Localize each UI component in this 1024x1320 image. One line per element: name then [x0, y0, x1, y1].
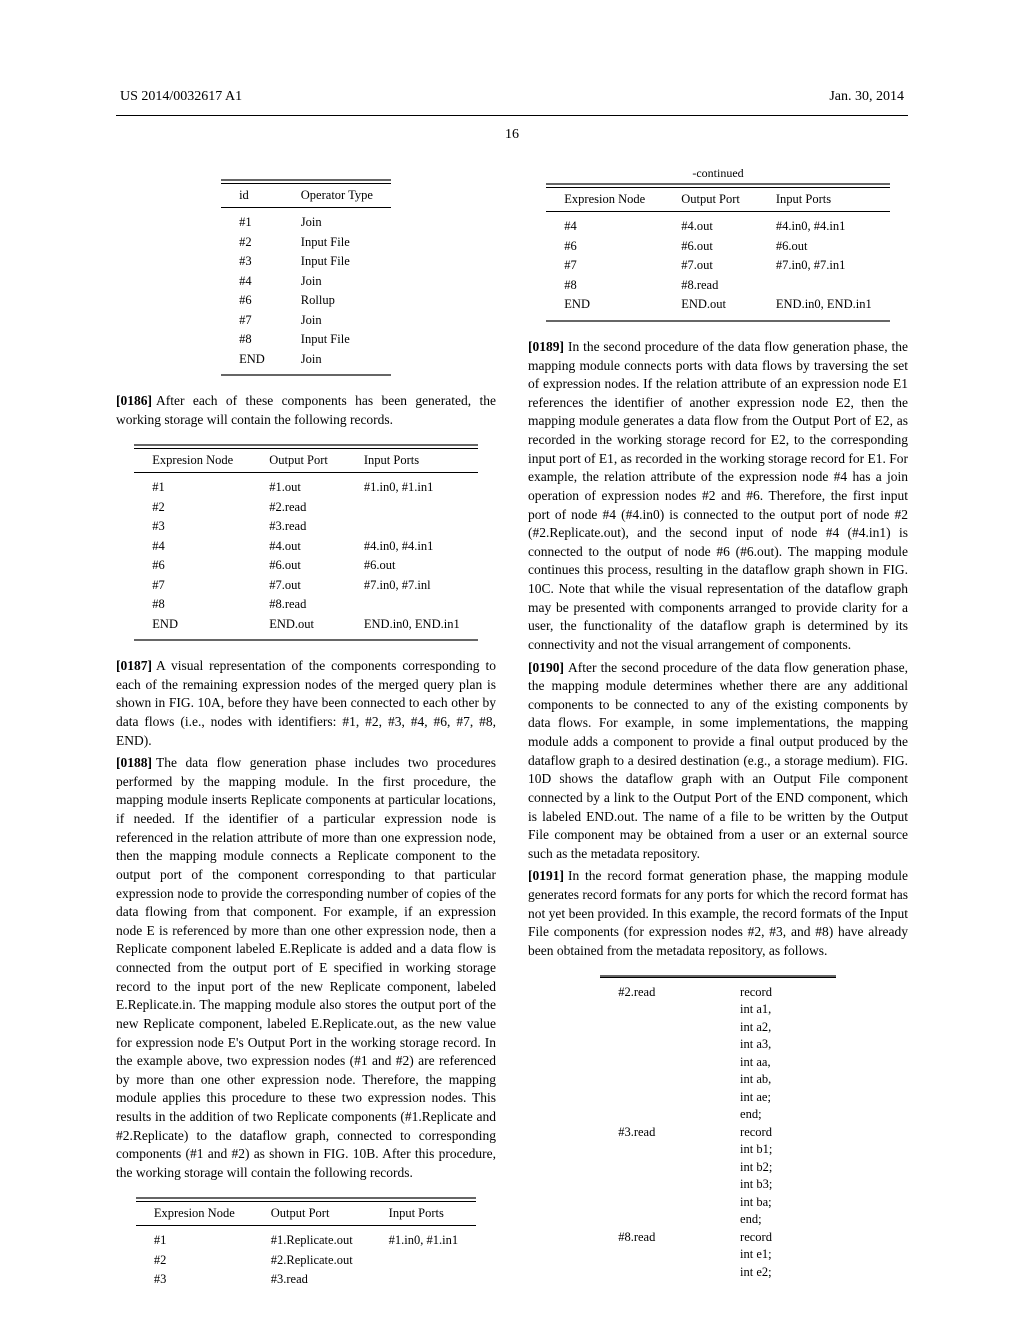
para-text: After each of these components has been … — [116, 393, 496, 427]
para-num: [0187] — [116, 658, 156, 673]
header-rule — [116, 115, 908, 116]
page-header: US 2014/0032617 A1 Jan. 30, 2014 — [0, 0, 1024, 115]
pub-number: US 2014/0032617 A1 — [120, 88, 242, 107]
para-0190: [0190]After the second procedure of the … — [528, 659, 908, 864]
para-text: In the second procedure of the data flow… — [528, 339, 908, 652]
para-0188: [0188]The data flow generation phase inc… — [116, 754, 496, 1182]
content-columns: idOperator Type #1Join #2Input File #3In… — [0, 165, 1024, 1304]
para-num: [0190] — [528, 660, 568, 675]
page-number: 16 — [0, 120, 1024, 165]
para-num: [0188] — [116, 755, 156, 770]
continued-label: -continued — [528, 165, 908, 183]
para-0189: [0189]In the second procedure of the dat… — [528, 338, 908, 655]
para-text: A visual representation of the component… — [116, 658, 496, 748]
para-0187: [0187]A visual representation of the com… — [116, 657, 496, 750]
para-0186: [0186]After each of these components has… — [116, 392, 496, 429]
table-operator-type: idOperator Type #1Join #2Input File #3In… — [221, 179, 391, 379]
th: id — [221, 183, 283, 208]
para-num: [0191] — [528, 868, 568, 883]
table-record-formats: #2.readrecord int a1, int a2, int a3, in… — [600, 975, 836, 1282]
para-text: The data flow generation phase includes … — [116, 755, 496, 1180]
para-num: [0186] — [116, 393, 156, 408]
pub-date: Jan. 30, 2014 — [829, 88, 904, 107]
para-text: In the record format generation phase, t… — [528, 868, 908, 958]
left-column: idOperator Type #1Join #2Input File #3In… — [116, 165, 496, 1304]
th: Operator Type — [283, 183, 391, 208]
para-num: [0189] — [528, 339, 568, 354]
para-0191: [0191]In the record format generation ph… — [528, 867, 908, 960]
para-text: After the second procedure of the data f… — [528, 660, 908, 861]
table-ports-2-continued: Expresion NodeOutput PortInput Ports #4#… — [546, 183, 889, 324]
table-ports-1: Expresion NodeOutput PortInput Ports #1#… — [134, 444, 477, 644]
right-column: -continued Expresion NodeOutput PortInpu… — [528, 165, 908, 1304]
table-ports-2: Expresion NodeOutput PortInput Ports #1#… — [136, 1197, 476, 1290]
